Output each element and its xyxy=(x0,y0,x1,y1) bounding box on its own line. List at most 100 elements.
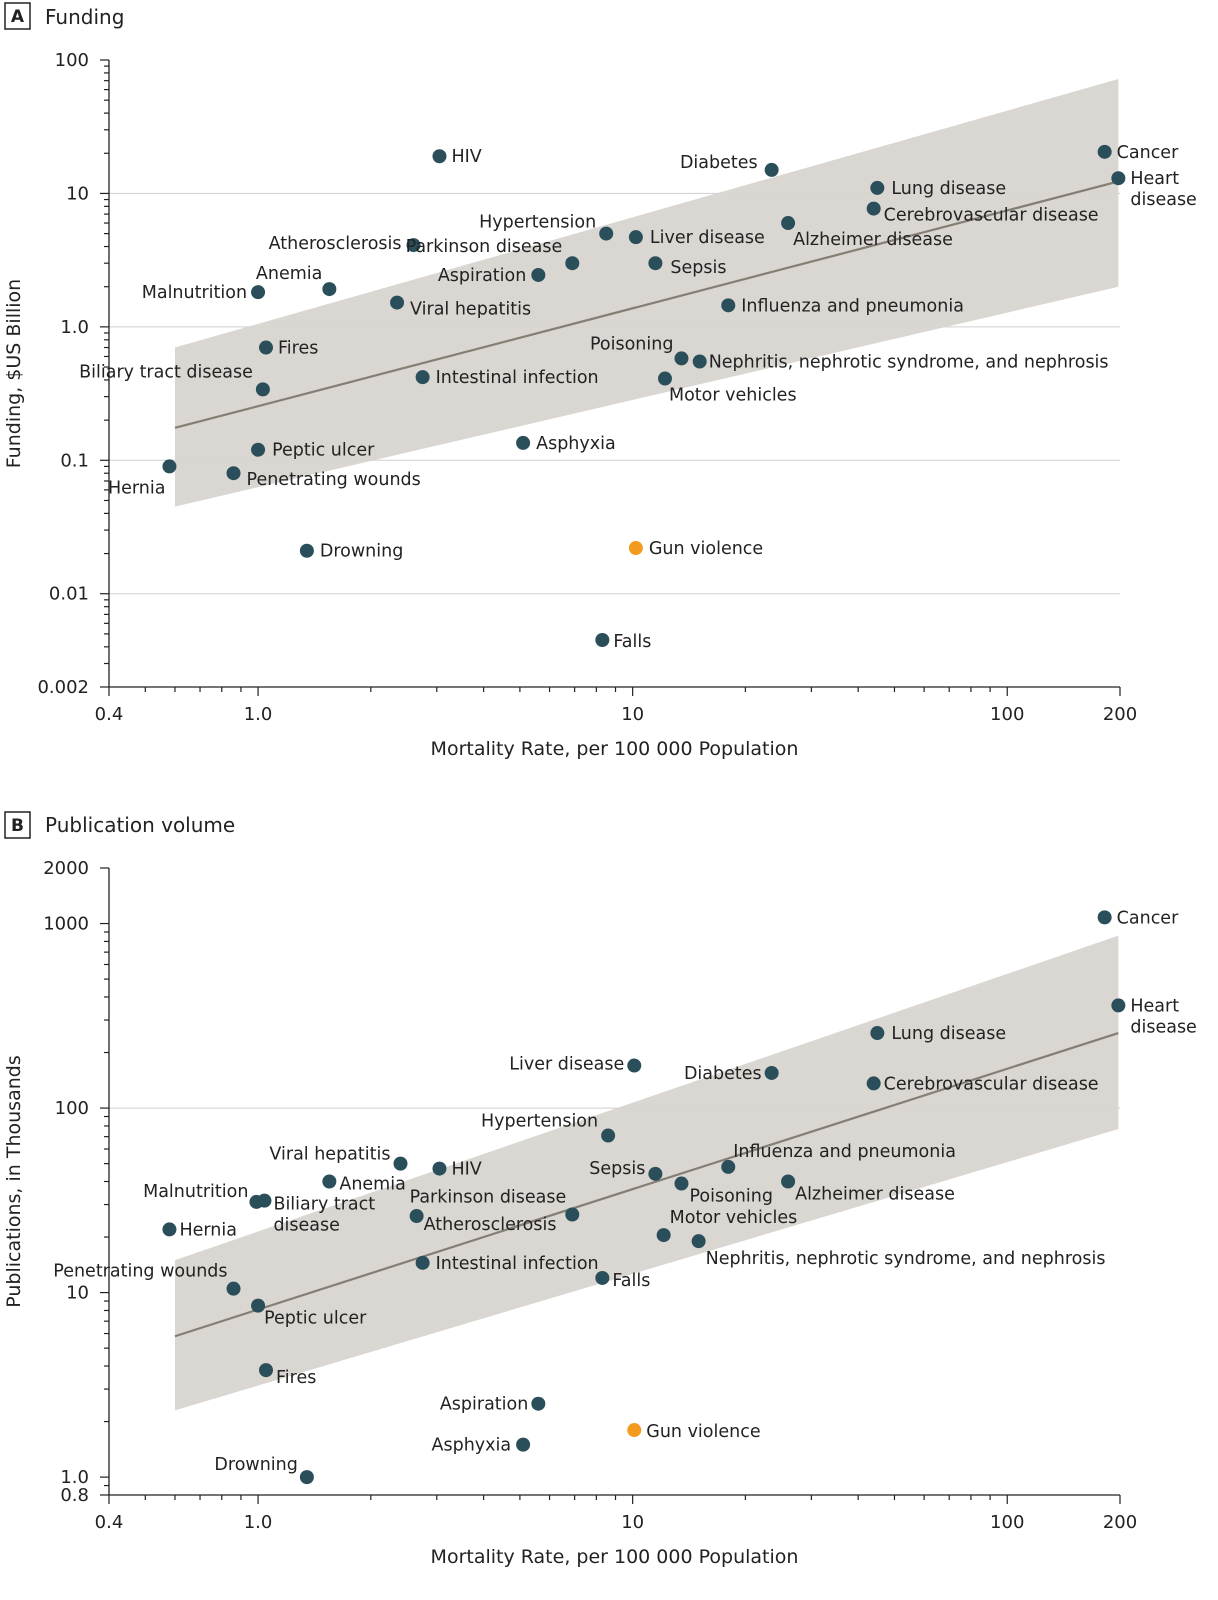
panel-a-point-atherosclerosis xyxy=(406,238,421,253)
panel-b-point-label-hernia: Hernia xyxy=(179,1220,237,1240)
panel-b-point-parkinson-disease xyxy=(565,1207,580,1222)
panel-b-point-gun-violence xyxy=(627,1423,642,1438)
panel-b-point-label-drowning: Drowning xyxy=(214,1455,297,1475)
panel-b-point-label-penetrating-wounds: Penetrating wounds xyxy=(53,1262,227,1282)
panel-a-point-sepsis xyxy=(648,256,663,271)
panel-a-point-intestinal-infection xyxy=(415,370,430,385)
panel-a-point-label-liver-disease: Liver disease xyxy=(650,228,765,248)
panel-a-point-label-diabetes: Diabetes xyxy=(680,153,758,173)
panel-a-point-label-anemia: Anemia xyxy=(256,264,322,284)
panel-a-y-tick-label: 0.1 xyxy=(60,450,89,471)
panel-b-point-label-influenza-and-pneumonia: Influenza and pneumonia xyxy=(733,1142,956,1162)
panel-a-point-label-hiv: HIV xyxy=(451,147,481,167)
panel-b-point-sepsis xyxy=(648,1166,663,1181)
panel-b-point-cancer xyxy=(1097,910,1112,925)
panel-b-point-alzheimer-disease xyxy=(781,1174,796,1189)
panel-a-point-poisoning xyxy=(674,351,689,366)
panel-a-y-axis-title: Funding, $US Billion xyxy=(3,279,25,468)
panel-b-point-label-parkinson-disease: Parkinson disease xyxy=(410,1187,567,1207)
panel-b-point-label-anemia: Anemia xyxy=(339,1175,405,1195)
panel-a-point-label-hernia: Hernia xyxy=(108,478,166,498)
panel-b-point-label-biliary-tract-disease: Biliary tract xyxy=(273,1195,375,1215)
panel-a-x-tick-label: 1.0 xyxy=(244,704,273,725)
panel-a-point-hiv xyxy=(432,149,447,164)
panel-b-point-motor-vehicles xyxy=(656,1228,671,1243)
panel-b-y-tick-label: 2000 xyxy=(43,858,89,879)
panel-a-point-peptic-ulcer xyxy=(251,442,266,457)
panel-a-point-drowning xyxy=(299,543,314,558)
panel-b-x-tick-label: 200 xyxy=(1103,1512,1137,1533)
panel-a-point-biliary-tract-disease xyxy=(255,382,270,397)
panel-a-x-tick-label: 100 xyxy=(990,704,1024,725)
panel-b-point-label-heart-disease: Heart xyxy=(1130,996,1179,1016)
panel-b-point-lung-disease xyxy=(870,1026,885,1041)
panel-a-point-lung-disease xyxy=(870,180,885,195)
panel-b-point-cerebrovascular-disease xyxy=(866,1076,881,1091)
panel-a-point-heart-disease xyxy=(1111,171,1126,186)
panel-b-point-label-motor-vehicles: Motor vehicles xyxy=(670,1208,798,1228)
panel-a-point-anemia xyxy=(322,282,337,297)
panel-a-letter: A xyxy=(11,7,25,27)
panel-a-y-tick-label: 1.0 xyxy=(60,317,89,338)
panel-b-point-hiv xyxy=(432,1161,447,1176)
panel-a-x-tick-label: 10 xyxy=(621,704,644,725)
panel-b-point-hernia xyxy=(162,1222,177,1237)
panel-b-point-label-malnutrition: Malnutrition xyxy=(143,1182,248,1202)
panel-b-point-label-peptic-ulcer: Peptic ulcer xyxy=(264,1309,367,1329)
panel-b-point-label-heart-disease: disease xyxy=(1130,1017,1196,1037)
panel-a-point-label-hypertension: Hypertension xyxy=(479,213,596,233)
panel-b-trend-line xyxy=(174,1032,1119,1338)
panel-b-point-label-hiv: HIV xyxy=(451,1160,481,1180)
panel-a-point-label-heart-disease: disease xyxy=(1130,190,1196,210)
panel-b-point-label-viral-hepatitis: Viral hepatitis xyxy=(269,1145,390,1165)
panel-b-x-axis-title: Mortality Rate, per 100 000 Population xyxy=(431,1546,799,1568)
panel-a-point-label-intestinal-infection: Intestinal infection xyxy=(436,368,599,388)
panel-b-point-label-poisoning: Poisoning xyxy=(689,1187,772,1207)
panel-a-point-label-fires: Fires xyxy=(278,339,318,359)
panel-a-funding: A Funding 0.4 1.0 10 100 200 0.002 0.01 0.1 1.0 10 1… xyxy=(3,2,1197,760)
panel-a-point-aspiration xyxy=(531,267,546,282)
panel-a-y-tick-label: 0.002 xyxy=(37,677,89,698)
panel-a-point-diabetes xyxy=(764,162,779,177)
panel-a-point-falls xyxy=(595,633,610,648)
panel-a-trend-line xyxy=(174,180,1119,429)
panel-a-point-label-sepsis: Sepsis xyxy=(670,258,726,278)
panel-a-point-asphyxia xyxy=(516,435,531,450)
panel-b-point-label-falls: Falls xyxy=(612,1271,650,1291)
panel-b-point-liver-disease xyxy=(627,1058,642,1073)
panel-b-point-asphyxia xyxy=(516,1437,531,1452)
panel-b-point-aspiration xyxy=(531,1396,546,1411)
panel-b-point-label-intestinal-infection: Intestinal infection xyxy=(436,1254,599,1274)
panel-a-point-label-cerebrovascular-disease: Cerebrovascular disease xyxy=(884,206,1099,226)
panel-a-point-cancer xyxy=(1097,144,1112,159)
panel-b-point-label-cancer: Cancer xyxy=(1117,908,1179,928)
panel-b-point-label-gun-violence: Gun violence xyxy=(646,1422,760,1442)
panel-b-confidence-band xyxy=(174,935,1119,1411)
panel-b-x-tick-label: 10 xyxy=(621,1512,644,1533)
panel-b-x-tick-label: 100 xyxy=(990,1512,1024,1533)
panel-a-x-tick-label: 0.4 xyxy=(95,704,124,725)
panel-a-point-label-parkinson-disease: Parkinson disease xyxy=(406,237,563,257)
panel-b-point-label-liver-disease: Liver disease xyxy=(509,1055,624,1075)
panel-b-point-influenza-and-pneumonia xyxy=(721,1159,736,1174)
panel-a-point-alzheimer-disease xyxy=(781,216,796,231)
panel-a-x-axis-title: Mortality Rate, per 100 000 Population xyxy=(431,738,799,760)
panel-b-point-label-lung-disease: Lung disease xyxy=(891,1024,1006,1044)
panel-a-point-label-peptic-ulcer: Peptic ulcer xyxy=(272,441,375,461)
panel-b-point-label-cerebrovascular-disease: Cerebrovascular disease xyxy=(884,1074,1099,1094)
panel-a-point-label-drowning: Drowning xyxy=(320,542,403,562)
panel-a-point-hernia xyxy=(162,459,177,474)
panel-b-point-label-biliary-tract-disease: disease xyxy=(273,1216,339,1236)
panel-b-point-label-diabetes: Diabetes xyxy=(684,1064,762,1084)
panel-a-y-tick-label: 0.01 xyxy=(49,584,89,605)
panel-b-x-tick-label: 1.0 xyxy=(244,1512,273,1533)
panel-a-point-label-aspiration: Aspiration xyxy=(438,266,527,286)
panel-b-point-anemia xyxy=(322,1174,337,1189)
panel-a-point-label-poisoning: Poisoning xyxy=(590,334,673,354)
panel-b-point-drowning xyxy=(299,1470,314,1485)
panel-a-point-label-viral-hepatitis: Viral hepatitis xyxy=(410,300,531,320)
panel-a-point-label-influenza-and-pneumonia: Influenza and pneumonia xyxy=(741,296,964,316)
panel-a-point-label-motor-vehicles: Motor vehicles xyxy=(669,386,797,406)
